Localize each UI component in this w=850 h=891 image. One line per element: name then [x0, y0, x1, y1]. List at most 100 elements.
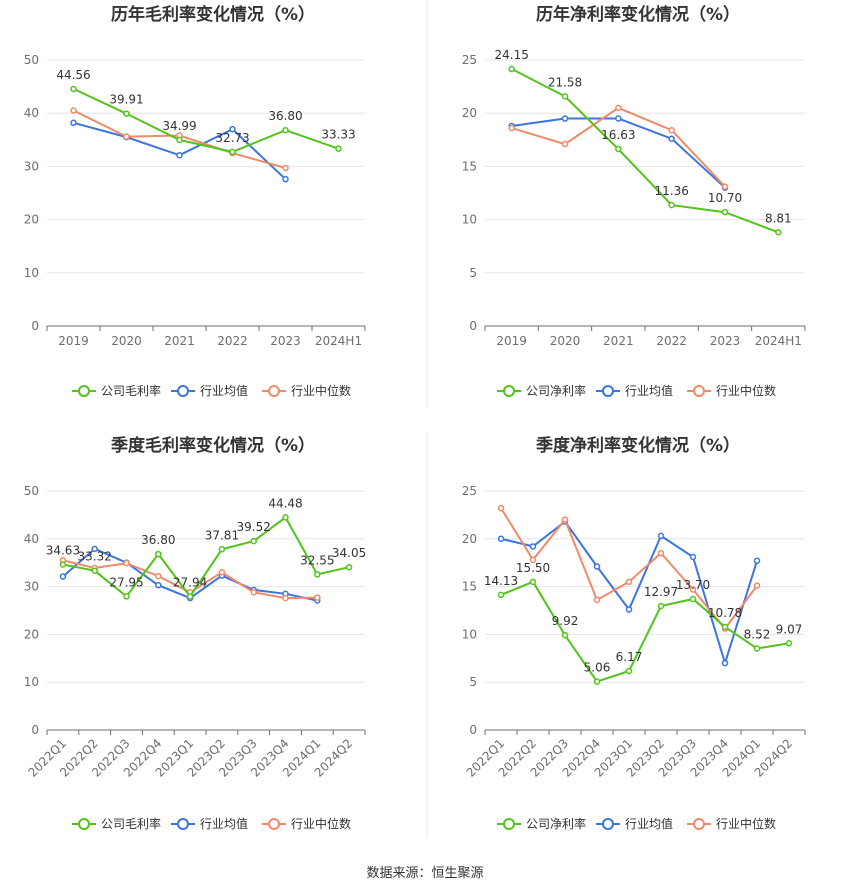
series-line-company: [73, 87, 339, 153]
data-point-median: [529, 556, 537, 564]
y-tick-label: 5: [469, 675, 477, 689]
y-tick-label: 10: [24, 266, 39, 280]
legend-label: 行业均值: [625, 816, 673, 831]
series-line-company: [500, 580, 790, 683]
series-median: [508, 104, 729, 190]
data-label: 5.06: [584, 661, 611, 675]
legend-label: 公司净利率: [526, 816, 586, 831]
data-label: 27.94: [173, 575, 207, 589]
data-label: 6.17: [616, 650, 643, 664]
data-point-median: [561, 516, 569, 523]
data-point-avg: [529, 543, 537, 550]
legend-label: 公司毛利率: [101, 816, 161, 831]
data-point-avg: [91, 545, 98, 553]
legend-label: 行业均值: [200, 816, 248, 831]
data-point-company: [721, 623, 729, 631]
data-point-median: [753, 582, 761, 589]
data-point-median: [123, 559, 130, 567]
data-point-avg: [753, 557, 761, 565]
data-label: 16.63: [601, 128, 635, 142]
data-point-company: [615, 145, 622, 153]
data-point-median: [615, 104, 622, 112]
data-point-median: [508, 124, 515, 132]
data-point-company: [250, 537, 257, 545]
x-tick-label: 2020: [550, 334, 581, 348]
data-point-avg: [657, 532, 665, 540]
y-tick-label: 10: [24, 675, 39, 689]
chart-title: 季度毛利率变化情况（%）: [111, 435, 315, 456]
x-tick-label: 2021: [164, 334, 195, 348]
legend: 公司毛利率 行业均值 行业中位数: [72, 816, 351, 831]
legend-swatch-marker: [177, 818, 189, 830]
data-source-note: 数据来源：恒生聚源: [366, 866, 484, 881]
y-tick-label: 30: [24, 580, 39, 594]
data-point-company: [123, 593, 130, 600]
data-point-median: [314, 594, 321, 601]
data-point-avg: [282, 175, 289, 183]
data-label: 24.15: [494, 48, 528, 62]
legend-swatch-marker: [177, 385, 189, 397]
data-point-company: [561, 631, 569, 639]
data-point-company: [282, 514, 289, 521]
y-tick-label: 20: [462, 532, 477, 546]
x-tick-label: 2023: [270, 334, 301, 348]
legend-label: 行业中位数: [716, 383, 776, 398]
legend-item-avg: 行业均值: [171, 383, 248, 398]
y-tick-label: 5: [469, 266, 477, 280]
data-label: 9.07: [776, 622, 803, 636]
legend-swatch-marker: [268, 818, 280, 830]
data-point-avg: [721, 659, 729, 667]
data-point-company: [176, 136, 183, 144]
data-point-median: [155, 572, 162, 580]
legend-swatch-marker: [602, 818, 614, 830]
data-label: 14.13: [484, 574, 518, 588]
legend-swatch-marker: [503, 385, 515, 397]
data-label: 27.95: [109, 575, 143, 589]
data-point-company: [508, 65, 515, 73]
data-point-avg: [593, 563, 601, 570]
x-tick-label: 2021: [603, 334, 634, 348]
data-point-company: [345, 563, 353, 571]
data-point-company: [218, 546, 226, 553]
y-tick-label: 20: [462, 106, 477, 120]
data-label: 9.92: [552, 614, 579, 628]
y-tick-label: 10: [462, 213, 477, 227]
data-point-avg: [229, 125, 236, 133]
data-point-company: [70, 85, 77, 93]
data-point-avg: [59, 573, 67, 580]
data-point-company: [282, 126, 289, 134]
data-label: 15.50: [516, 561, 550, 575]
data-point-median: [657, 549, 665, 557]
chart-panel-3: 季度毛利率变化情况（%）010203040502022Q12022Q22022Q…: [24, 435, 367, 831]
legend-swatch-marker: [268, 385, 280, 397]
x-tick-label: 2022: [217, 334, 248, 348]
data-point-median: [625, 578, 633, 586]
data-point-avg: [70, 119, 77, 127]
y-tick-label: 40: [24, 106, 39, 120]
data-point-median: [497, 504, 505, 512]
data-point-avg: [176, 151, 183, 159]
data-point-company: [561, 93, 569, 100]
data-point-median: [593, 596, 601, 604]
x-tick-label: 2024H1: [755, 334, 802, 348]
y-tick-label: 25: [462, 484, 477, 498]
chart-title: 历年毛利率变化情况（%）: [111, 4, 315, 25]
data-label: 32.55: [300, 553, 334, 567]
data-point-median: [561, 140, 569, 148]
legend-item-median: 行业中位数: [262, 816, 351, 831]
x-tick-label: 2019: [58, 334, 89, 348]
data-label: 44.48: [268, 496, 302, 510]
data-label: 10.78: [708, 606, 742, 620]
data-label: 13.70: [676, 578, 710, 592]
legend-item-median: 行业中位数: [687, 383, 776, 398]
legend-item-avg: 行业均值: [596, 383, 673, 398]
data-label: 44.56: [56, 68, 90, 82]
data-point-median: [721, 183, 729, 190]
legend: 公司净利率 行业均值 行业中位数: [497, 816, 776, 831]
data-point-company: [625, 667, 633, 675]
data-label: 21.58: [548, 75, 582, 89]
data-point-company: [186, 593, 194, 600]
data-label: 11.36: [654, 184, 688, 198]
y-tick-label: 10: [462, 627, 477, 641]
